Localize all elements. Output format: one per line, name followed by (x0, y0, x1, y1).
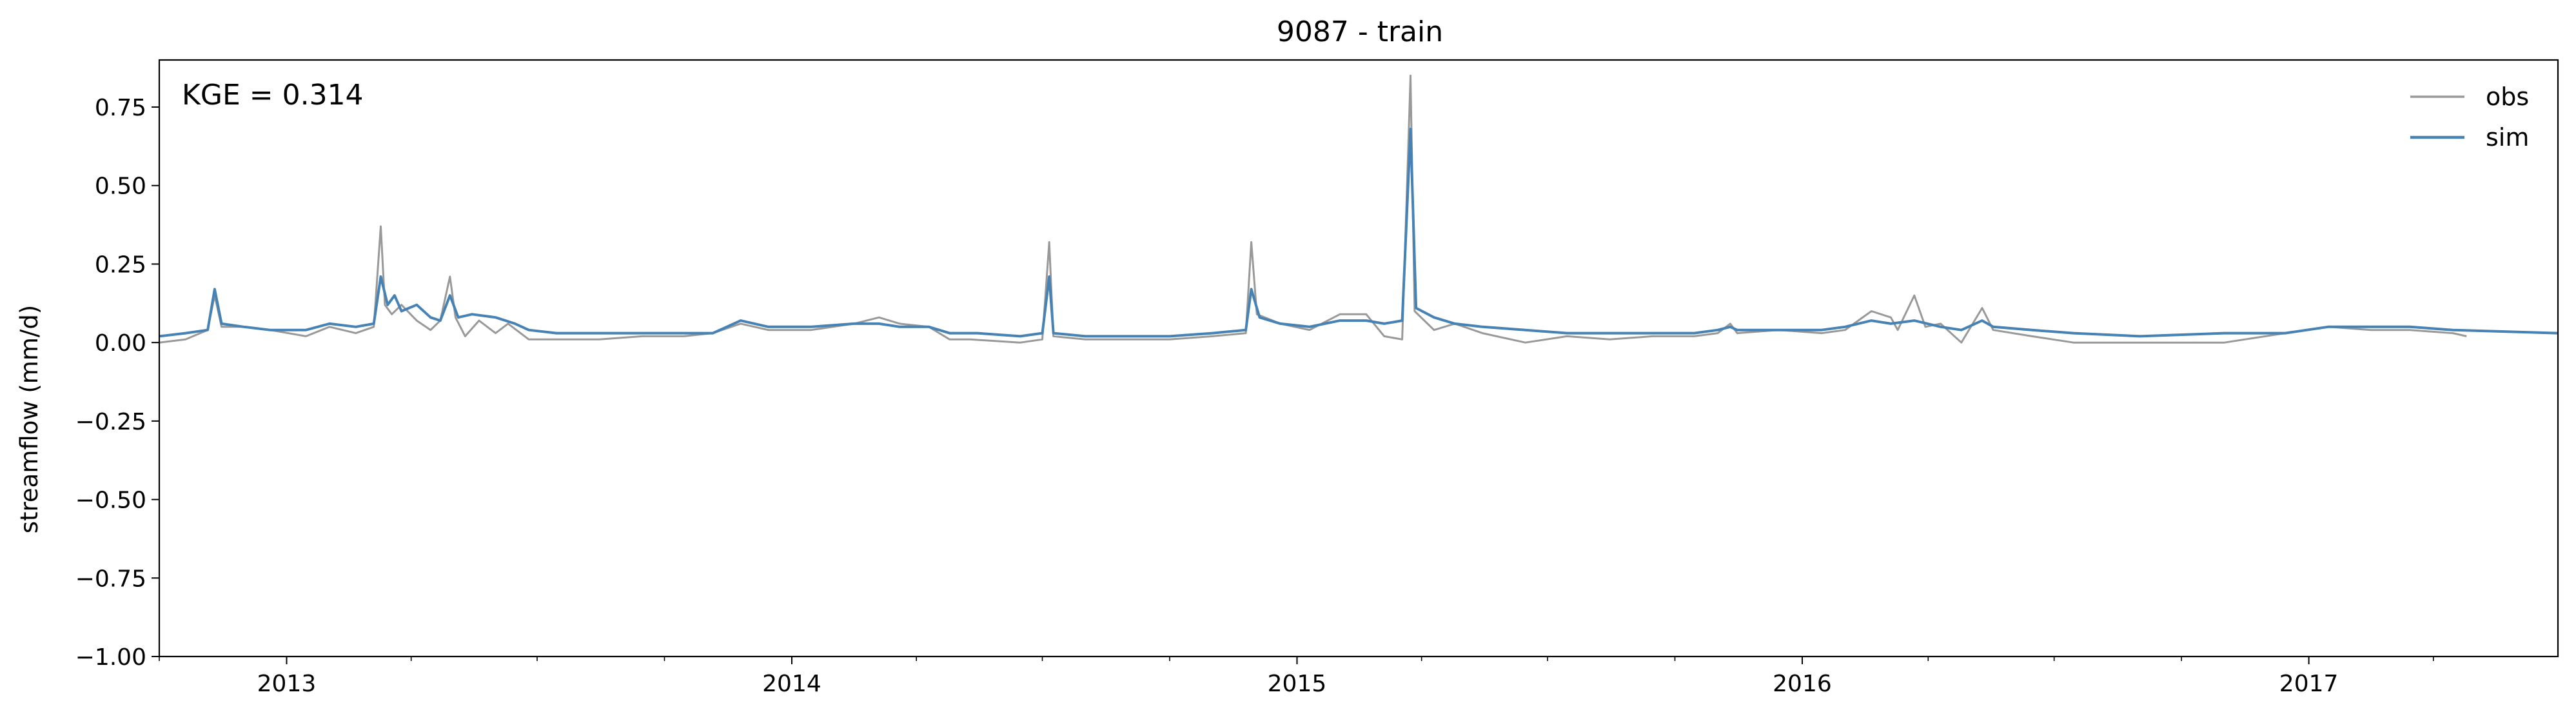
y-tick-label: 0.50 (95, 173, 146, 200)
x-tick-label: 2014 (762, 671, 821, 697)
y-tick-label: −0.75 (75, 566, 146, 592)
y-tick-label: 0.25 (95, 252, 146, 278)
y-tick-label: 0.00 (95, 330, 146, 357)
chart-title: 9087 - train (1277, 15, 1443, 48)
x-axis: 2013 2014 2015 2016 2017 (159, 657, 2434, 697)
series-line-sim (159, 128, 2558, 338)
y-tick-label: 0.75 (95, 95, 146, 121)
plot-frame (158, 59, 2559, 658)
x-tick-label: 2017 (2279, 671, 2339, 697)
series-line-obs (159, 74, 2467, 344)
legend-label-sim: sim (2486, 123, 2529, 152)
y-tick-label: −0.50 (75, 488, 146, 514)
series-layer (159, 74, 2558, 344)
kge-annotation: KGE = 0.314 (182, 79, 364, 112)
x-tick-label: 2013 (257, 671, 317, 697)
x-tick-label: 2016 (1773, 671, 1832, 697)
y-axis: −1.00 −0.75 −0.50 −0.25 0.00 0.25 0.50 0.75 (75, 95, 159, 671)
y-tick-label: −0.25 (75, 409, 146, 435)
legend-label-obs: obs (2486, 83, 2529, 111)
y-tick-label: −1.00 (75, 644, 146, 671)
x-tick-label: 2015 (1268, 671, 1327, 697)
y-axis-label: streamflow (mm/d) (15, 305, 43, 534)
legend: obs sim (2410, 83, 2529, 152)
